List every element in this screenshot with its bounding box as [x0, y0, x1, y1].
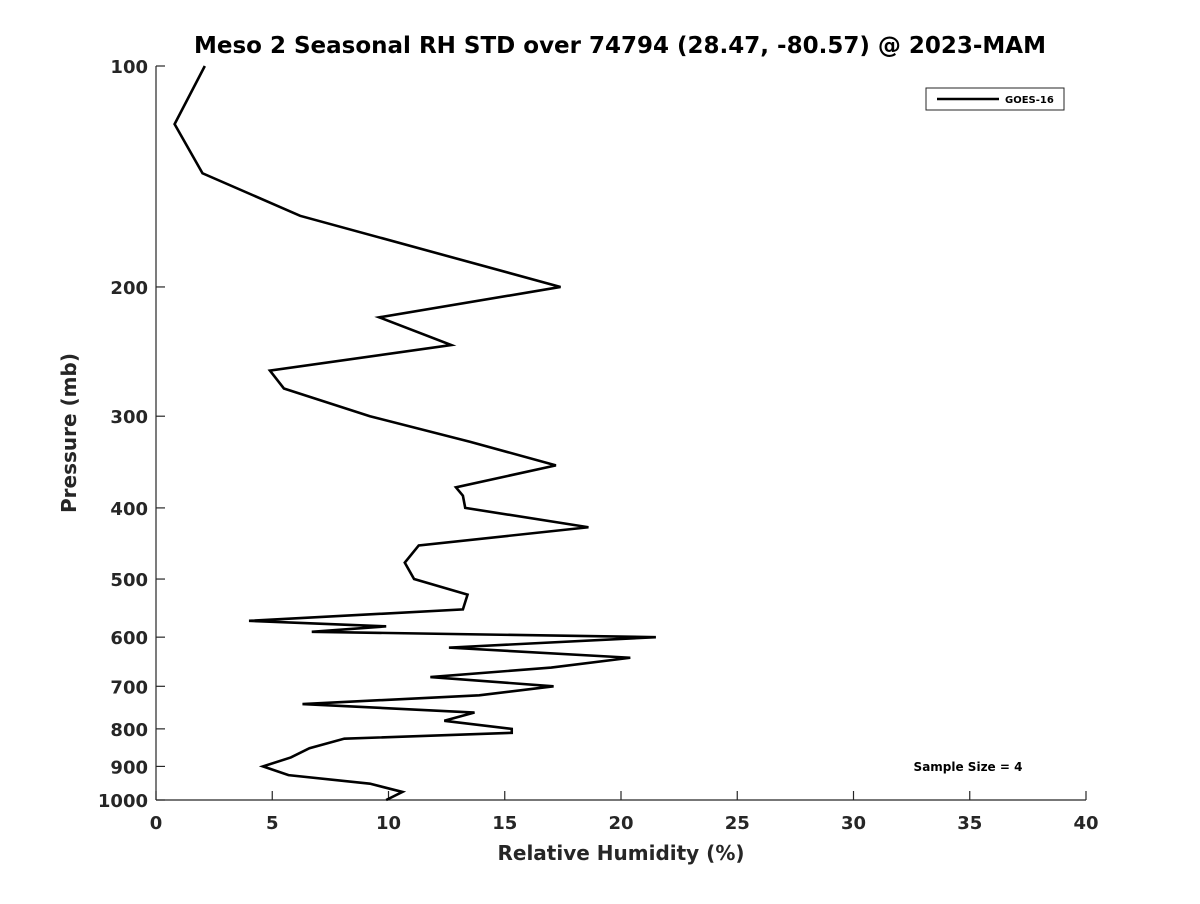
sample-size-annotation: Sample Size = 4: [914, 760, 1023, 774]
y-tick-label: 700: [110, 677, 148, 698]
series-layer: [173, 65, 656, 802]
y-axis-label: Pressure (mb): [57, 353, 81, 513]
x-tick-label: 40: [1073, 813, 1098, 834]
x-axis-label: Relative Humidity (%): [497, 841, 744, 865]
x-tick-label: 15: [492, 813, 517, 834]
x-tick-label: 0: [150, 813, 163, 834]
legend-label-goes-16: GOES-16: [1005, 95, 1054, 106]
legend: GOES-16: [925, 87, 1065, 111]
x-tick-label: 35: [957, 813, 982, 834]
y-tick-label: 100: [110, 57, 148, 78]
y-tick-label: 900: [110, 757, 148, 778]
x-tick-label: 25: [725, 813, 750, 834]
y-tick-label: 400: [110, 499, 148, 520]
x-tick-label: 30: [841, 813, 866, 834]
y-tick-label: 200: [110, 278, 148, 299]
x-tick-label: 20: [608, 813, 633, 834]
y-ticks: 100 200 300 400 500 600 700 800 900 1000: [98, 57, 165, 812]
chart-title: Meso 2 Seasonal RH STD over 74794 (28.47…: [194, 33, 1046, 59]
y-tick-label: 1000: [98, 791, 148, 812]
x-ticks: 0 5 10 15 20 25 30 35 40: [150, 791, 1099, 834]
series-line-goes-16: [173, 65, 656, 802]
y-tick-label: 800: [110, 720, 148, 741]
y-tick-label: 600: [110, 628, 148, 649]
x-tick-label: 10: [376, 813, 401, 834]
y-tick-label: 500: [110, 570, 148, 591]
y-tick-label: 300: [110, 407, 148, 428]
x-tick-label: 5: [266, 813, 279, 834]
